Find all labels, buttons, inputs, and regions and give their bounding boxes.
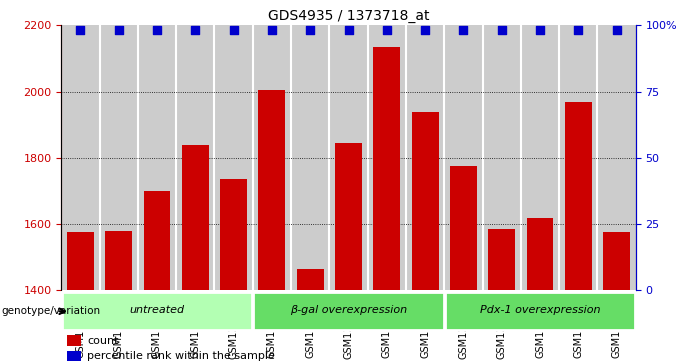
Point [496, 28, 507, 33]
Point [152, 28, 163, 33]
Bar [559, 25, 598, 290]
Point [458, 28, 469, 33]
Bar [444, 25, 483, 290]
Point [611, 28, 622, 33]
Point [113, 28, 124, 33]
Bar [67, 351, 82, 362]
Bar [598, 25, 636, 290]
Bar [368, 25, 406, 290]
Bar [258, 90, 286, 290]
Title: GDS4935 / 1373718_at: GDS4935 / 1373718_at [268, 9, 429, 23]
Bar [450, 166, 477, 290]
Bar [411, 111, 439, 290]
Bar [143, 191, 171, 290]
Bar [61, 25, 99, 290]
Bar [62, 293, 252, 330]
Point [75, 28, 86, 33]
Bar [67, 232, 94, 290]
Point [228, 28, 239, 33]
Bar [138, 25, 176, 290]
Bar [373, 47, 401, 290]
Bar [521, 25, 559, 290]
Bar [296, 269, 324, 290]
Point [305, 28, 316, 33]
Bar [67, 335, 82, 346]
Point [190, 28, 201, 33]
Bar [483, 25, 521, 290]
Text: count: count [87, 336, 118, 346]
Text: Pdx-1 overexpression: Pdx-1 overexpression [480, 305, 600, 315]
Bar [253, 25, 291, 290]
Bar [406, 25, 444, 290]
Bar [220, 179, 247, 290]
Text: β-gal overexpression: β-gal overexpression [290, 305, 407, 315]
Bar [214, 25, 253, 290]
Point [267, 28, 277, 33]
Text: genotype/variation: genotype/variation [1, 306, 101, 316]
Bar [182, 144, 209, 290]
Bar [488, 229, 515, 290]
Bar [291, 25, 329, 290]
Bar [254, 293, 443, 330]
Bar [445, 293, 635, 330]
Point [381, 28, 392, 33]
Bar [105, 231, 132, 290]
Bar [335, 143, 362, 290]
Text: percentile rank within the sample: percentile rank within the sample [87, 351, 275, 361]
Bar [176, 25, 214, 290]
Point [420, 28, 430, 33]
Bar [329, 25, 368, 290]
Bar [565, 102, 592, 290]
Point [343, 28, 354, 33]
Point [534, 28, 545, 33]
Bar [603, 232, 630, 290]
Bar [526, 217, 554, 290]
Point [573, 28, 583, 33]
Text: untreated: untreated [129, 305, 184, 315]
Bar [99, 25, 138, 290]
